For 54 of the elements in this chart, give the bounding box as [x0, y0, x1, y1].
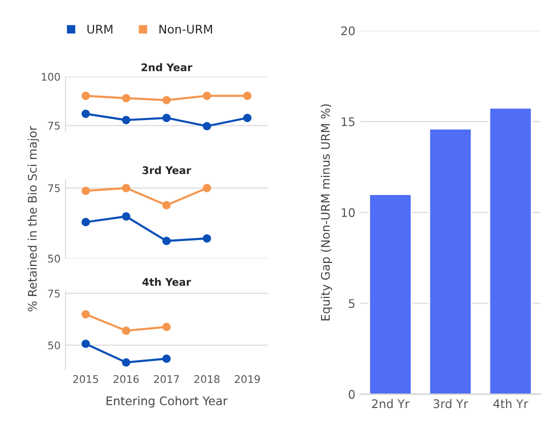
x-tick-label: 2015 [73, 375, 98, 384]
x-tick-label: 2017 [154, 375, 179, 384]
point [162, 96, 171, 104]
bar [428, 128, 472, 394]
point [162, 236, 171, 246]
point [122, 116, 130, 124]
x-tick-label: 2016 [114, 375, 139, 384]
y-tick-label: 50 [48, 341, 60, 350]
y-tick-label: 75 [48, 122, 60, 130]
y-tick-label: 10 [342, 208, 355, 218]
point [162, 354, 171, 363]
bar [488, 107, 532, 394]
point [202, 234, 212, 243]
y-tick-label: 20 [341, 26, 355, 36]
point [122, 212, 130, 221]
x-tick-label: 2018 [194, 375, 220, 384]
point [82, 310, 90, 318]
x-tick-label: 4th Yr [493, 399, 528, 408]
x-tick-label: 2019 [234, 375, 260, 384]
y-tick-label: 75 [48, 184, 60, 192]
point [162, 322, 171, 332]
legend-label: URM [87, 24, 112, 34]
point [162, 201, 171, 210]
point [122, 94, 130, 102]
x-tick-label: 3rd Yr [434, 399, 468, 408]
point [202, 122, 212, 130]
y-tick-label: 15 [342, 117, 354, 126]
y-axis-title: % Retained in the Bio Sci major [28, 126, 40, 312]
chart-title: 2nd Year [142, 63, 192, 72]
x-tick-label: 2nd Yr [372, 399, 410, 408]
point [122, 184, 130, 192]
point [243, 92, 252, 100]
point [202, 92, 212, 100]
y-axis-title: Equity Gap (Non-URM minus URM %) [320, 104, 332, 320]
y-tick-label: 0 [348, 390, 355, 399]
x-axis-title: Entering Cohort Year [106, 396, 228, 408]
point [122, 326, 130, 335]
y-tick-label: 75 [48, 290, 60, 298]
point [82, 340, 90, 348]
y-tick-label: 5 [348, 299, 354, 308]
y-tick-label: 50 [48, 254, 60, 263]
point [122, 358, 130, 367]
y-tick-label: 100 [42, 72, 60, 81]
chart-title: 3rd Year [142, 166, 192, 174]
point [202, 184, 212, 192]
point [162, 114, 171, 122]
bar [368, 194, 412, 394]
legend-label: Non-URM [159, 24, 212, 34]
point [82, 218, 90, 226]
chart-title: 4th Year [142, 278, 192, 286]
point [82, 92, 90, 100]
point [243, 114, 252, 122]
point [82, 110, 90, 118]
point [82, 186, 90, 196]
